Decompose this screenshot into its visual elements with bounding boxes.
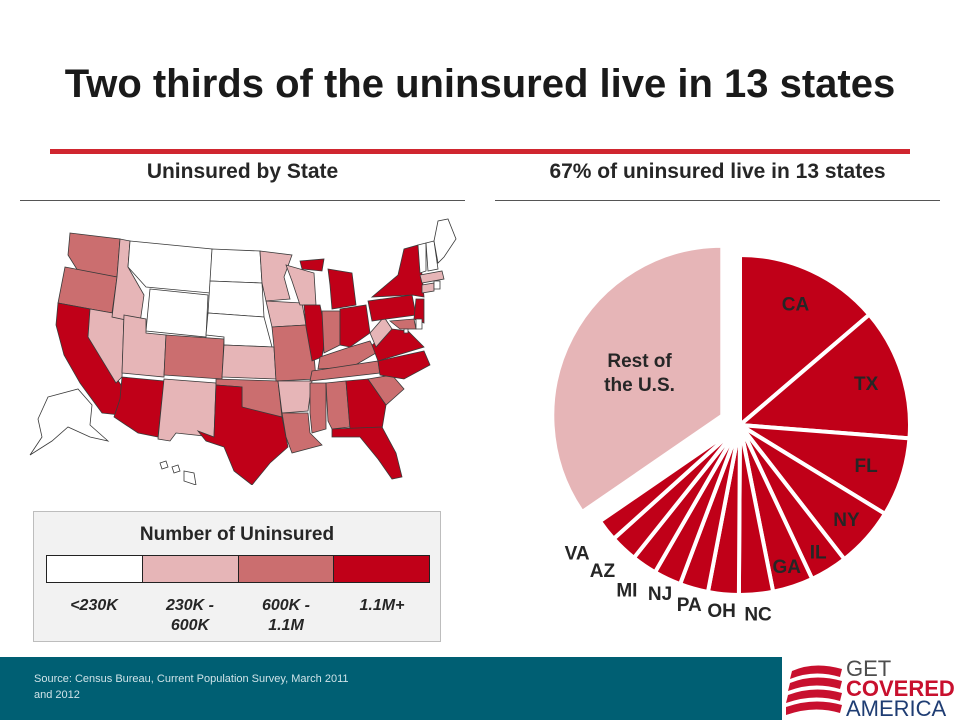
map-state-mn <box>259 250 293 302</box>
pie-label-mi: MI <box>616 581 637 602</box>
map-state-in <box>321 310 341 354</box>
map-state-nm <box>157 378 217 442</box>
map-heading-rule <box>20 200 465 201</box>
pie-slice-rest <box>550 243 725 515</box>
pie-label-pa: PA <box>677 595 702 616</box>
map-state-sd <box>207 280 265 318</box>
legend-swatch-2 <box>142 556 239 582</box>
map-state-wy <box>145 288 209 338</box>
map-state-nc <box>377 350 431 380</box>
map-state-md <box>388 318 417 330</box>
map-state-ct <box>421 282 435 294</box>
title-underline <box>50 149 910 154</box>
pie-label-rest: Rest of the U.S. <box>604 351 675 396</box>
legend-color-bar <box>46 555 430 583</box>
pie-label-oh: OH <box>707 601 736 622</box>
map-state-vt <box>417 242 427 274</box>
pie-slice-ca <box>738 252 873 430</box>
map-state-ms <box>309 382 327 434</box>
map-state-hi <box>159 460 197 485</box>
legend-swatch-1 <box>47 556 143 582</box>
pie-label-nj: NJ <box>648 584 672 605</box>
legend-label-1: <230K <box>70 597 118 614</box>
map-state-nd <box>209 248 263 284</box>
us-uninsured-map <box>29 218 457 485</box>
map-state-oh <box>339 304 371 348</box>
legend-labels: <230K 230K - 600K 600K - 1.1M 1.1M+ <box>46 596 430 636</box>
map-state-ar <box>277 380 313 414</box>
map-state-nj <box>413 298 425 324</box>
pie-label-ca: CA <box>782 295 810 316</box>
legend-label-2: 230K - 600K <box>165 597 215 634</box>
legend-swatch-4 <box>334 556 429 582</box>
pie-label-va: VA <box>565 543 590 564</box>
legend-title: Number of Uninsured <box>139 524 335 545</box>
pie-heading-rule <box>495 200 940 201</box>
legend-swatch-3 <box>238 556 335 582</box>
pie-label-az: AZ <box>590 561 616 582</box>
map-state-me <box>433 218 457 264</box>
map-state-co <box>163 334 225 380</box>
map-state-ny <box>370 244 425 298</box>
pie-label-nc: NC <box>744 605 772 626</box>
pie-label-fl: FL <box>855 456 879 477</box>
pie-label-il: IL <box>810 543 827 564</box>
map-state-pa <box>367 294 417 322</box>
map-state-wv <box>369 316 393 348</box>
map-state-dc <box>403 328 409 334</box>
map-heading: Uninsured by State <box>146 160 339 183</box>
flag-stripes-logo-icon <box>786 665 842 715</box>
map-state-fl <box>331 426 403 480</box>
map-state-ks <box>221 344 277 380</box>
map-state-ma <box>419 270 445 284</box>
pie-slice-va <box>597 423 742 542</box>
page-title: Two thirds of the uninsured live in 13 s… <box>64 62 896 106</box>
source-note: Source: Census Bureau, Current Populatio… <box>34 673 349 701</box>
map-state-tx <box>196 384 289 485</box>
map-state-az <box>113 376 165 438</box>
map-state-mt <box>127 240 213 294</box>
map-state-sc <box>367 374 405 406</box>
map-state-ak <box>29 388 110 456</box>
pie-label-ny: NY <box>833 510 860 531</box>
legend-label-4: 1.1M+ <box>359 597 405 614</box>
map-state-ri <box>433 280 441 290</box>
map-state-mi <box>299 258 357 310</box>
logo-word-america: AMERICA <box>846 696 947 721</box>
logo-word-covered: COVERED <box>846 676 955 701</box>
pie-heading: 67% of uninsured live in 13 states <box>549 160 886 183</box>
pie-label-ga: GA <box>772 557 801 578</box>
map-state-wi <box>285 264 317 306</box>
pie-label-tx: TX <box>854 374 879 395</box>
logo-wordmark: GET COVERED AMERICA <box>846 656 955 721</box>
map-state-ga <box>345 378 387 430</box>
legend-label-3: 600K - 1.1M <box>261 597 311 634</box>
map-legend: Number of Uninsured <230K 230K - 600K 60… <box>33 511 441 642</box>
map-state-la <box>281 412 323 454</box>
pie-slice-tx <box>735 311 912 441</box>
map-state-de <box>415 318 423 330</box>
logo-word-get: GET <box>846 656 892 681</box>
map-state-al <box>325 380 351 430</box>
